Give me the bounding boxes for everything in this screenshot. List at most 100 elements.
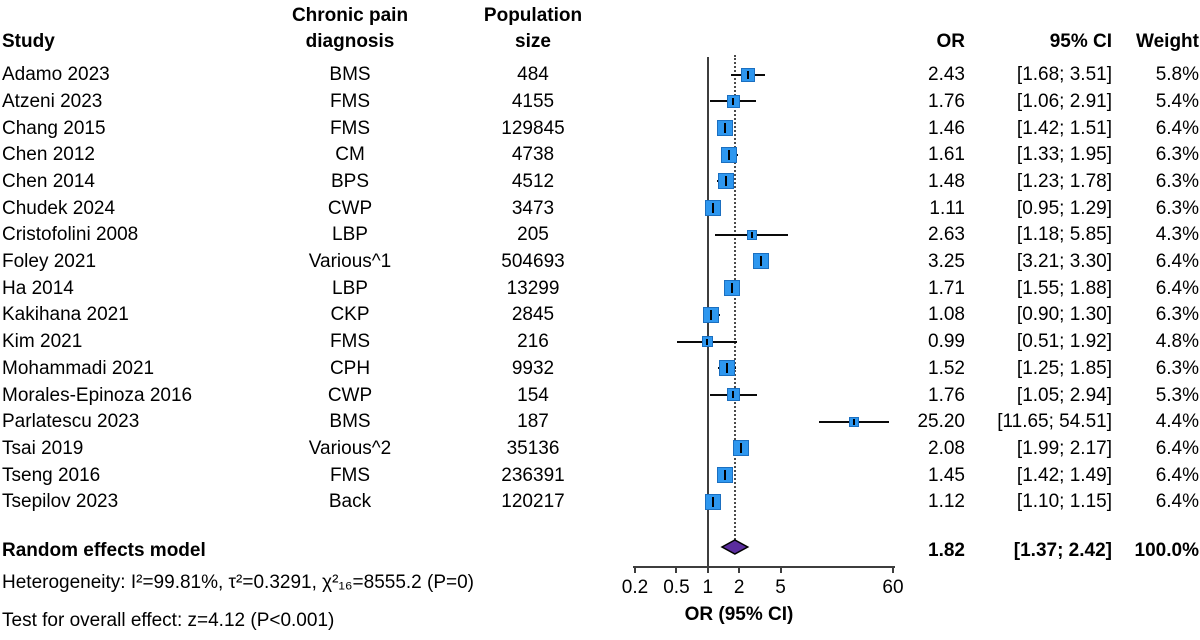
population-cell: 484	[517, 64, 549, 86]
ci-cell: [11.65; 54.51]	[997, 411, 1112, 433]
study-name-cell: Tsai 2019	[2, 437, 84, 459]
header-weight: Weight	[1136, 31, 1199, 52]
weight-cell: 4.8%	[1155, 331, 1199, 353]
diagnosis-cell: BMS	[329, 64, 371, 86]
point-estimate-tick	[706, 338, 709, 345]
diagnosis-cell: Back	[328, 491, 372, 513]
header-population-line2: size	[515, 31, 551, 52]
or-cell: 1.61	[928, 144, 965, 166]
population-cell: 35136	[506, 437, 560, 459]
summary-estimate-dotted-line	[733, 55, 736, 540]
ci-cell: [1.42; 1.51]	[1016, 117, 1112, 139]
population-cell: 9932	[511, 357, 555, 379]
header-or: OR	[936, 31, 966, 52]
summary-weight: 100.0%	[1134, 540, 1199, 561]
diagnosis-cell: BPS	[330, 170, 370, 192]
population-cell: 2845	[511, 304, 555, 326]
or-cell: 2.08	[928, 437, 965, 459]
population-cell: 504693	[501, 251, 565, 273]
study-name-cell: Atzeni 2023	[2, 90, 103, 112]
or-cell: 1.76	[928, 90, 965, 112]
point-estimate-tick	[852, 418, 855, 425]
study-name-cell: Foley 2021	[2, 251, 97, 273]
x-axis-tick-label: 60	[882, 577, 904, 598]
x-axis-title: OR (95% CI)	[684, 604, 794, 625]
x-axis-tick-label: 1	[702, 577, 714, 598]
population-cell: 4155	[511, 90, 555, 112]
point-estimate-tick	[724, 176, 727, 187]
study-name-cell: Morales-Epinoza 2016	[2, 384, 193, 406]
point-estimate-tick	[711, 496, 714, 507]
or-cell: 0.99	[928, 331, 965, 353]
weight-cell: 6.3%	[1155, 197, 1199, 219]
or-cell: 1.46	[928, 117, 965, 139]
weight-cell: 6.3%	[1155, 304, 1199, 326]
or-cell: 1.45	[928, 464, 965, 486]
header-diagnosis-line2: diagnosis	[305, 31, 395, 52]
summary-or: 1.82	[928, 540, 965, 561]
ci-cell: [3.21; 3.30]	[1016, 251, 1112, 273]
ci-cell: [1.23; 1.78]	[1016, 170, 1112, 192]
diagnosis-cell: FMS	[329, 464, 371, 486]
ci-cell: [0.95; 1.29]	[1016, 197, 1112, 219]
study-name-cell: Chang 2015	[2, 117, 106, 139]
population-cell: 216	[517, 331, 549, 353]
study-name-cell: Adamo 2023	[2, 64, 110, 86]
diagnosis-cell: CWP	[327, 197, 373, 219]
or-cell: 1.08	[928, 304, 965, 326]
x-axis-tick	[738, 566, 741, 573]
x-axis-tick-label: 5	[775, 577, 786, 598]
weight-cell: 6.4%	[1155, 437, 1199, 459]
diagnosis-cell: Various^2	[308, 437, 392, 459]
ci-cell: [0.90; 1.30]	[1016, 304, 1112, 326]
diagnosis-cell: CKP	[330, 304, 370, 326]
summary-diamond	[720, 539, 750, 555]
or-cell: 25.20	[917, 411, 965, 433]
population-cell: 129845	[501, 117, 565, 139]
x-axis-tick-label: 0.5	[663, 577, 690, 598]
ci-cell: [1.68; 3.51]	[1016, 64, 1112, 86]
ci-cell: [1.18; 5.85]	[1016, 224, 1112, 246]
or-cell: 1.48	[928, 170, 965, 192]
or-cell: 2.43	[928, 64, 965, 86]
point-estimate-tick	[732, 97, 735, 105]
study-name-cell: Mohammadi 2021	[2, 357, 155, 379]
or-cell: 2.63	[928, 224, 965, 246]
weight-cell: 4.3%	[1155, 224, 1199, 246]
weight-cell: 6.4%	[1155, 277, 1199, 299]
study-name-cell: Kim 2021	[2, 331, 83, 353]
x-axis-tick-label: 0.2	[621, 577, 649, 598]
x-axis-line	[632, 566, 895, 568]
summary-ci: [1.37; 2.42]	[1013, 540, 1112, 561]
x-axis-tick	[675, 566, 678, 573]
ci-cell: [1.25; 1.85]	[1016, 357, 1112, 379]
study-name-cell: Cristofolini 2008	[2, 224, 139, 246]
weight-cell: 5.8%	[1155, 64, 1199, 86]
point-estimate-tick	[711, 203, 714, 213]
point-estimate-tick	[710, 309, 713, 320]
x-axis-tick	[779, 566, 782, 573]
point-estimate-tick	[728, 149, 731, 160]
header-ci: 95% CI	[1049, 31, 1112, 52]
ci-cell: [1.33; 1.95]	[1016, 144, 1112, 166]
diagnosis-cell: CPH	[329, 357, 371, 379]
or-cell: 1.12	[928, 491, 965, 513]
diagnosis-cell: Various^1	[308, 251, 392, 273]
point-estimate-tick	[732, 391, 735, 399]
header-diagnosis-line1: Chronic pain	[291, 5, 409, 26]
population-cell: 4738	[511, 144, 555, 166]
study-name-cell: Chen 2012	[2, 144, 95, 166]
study-name-cell: Tseng 2016	[2, 464, 101, 486]
or-cell: 3.25	[928, 251, 965, 273]
ci-cell: [1.99; 2.17]	[1016, 437, 1112, 459]
point-estimate-tick	[725, 363, 728, 374]
point-estimate-tick	[723, 122, 726, 133]
x-axis-tick-label: 2	[733, 577, 745, 598]
weight-cell: 6.4%	[1155, 464, 1199, 486]
weight-cell: 6.3%	[1155, 357, 1199, 379]
population-cell: 3473	[511, 197, 555, 219]
diagnosis-cell: FMS	[329, 331, 371, 353]
ci-cell: [1.42; 1.49]	[1016, 464, 1112, 486]
or-cell: 1.52	[928, 357, 965, 379]
